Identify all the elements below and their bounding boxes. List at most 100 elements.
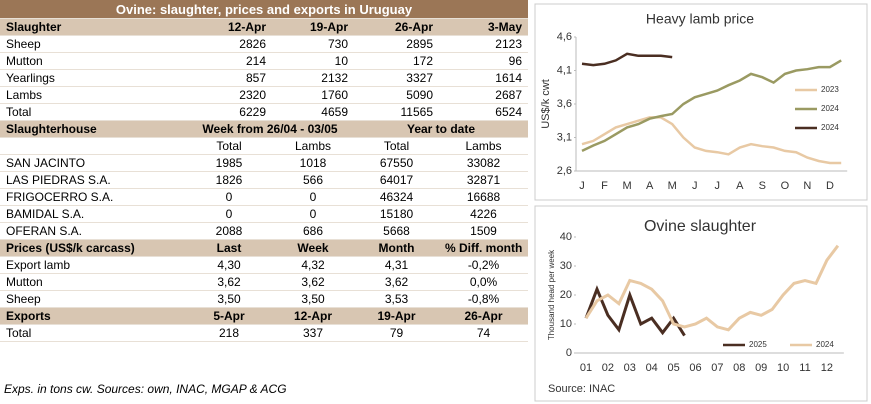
y-tick-label: 0 — [566, 347, 572, 359]
y-tick-label: 3,1 — [557, 131, 572, 143]
cell: 0 — [272, 188, 354, 206]
cell: 857 — [186, 69, 272, 87]
cell: LAS PIEDRAS S.A. — [0, 171, 186, 189]
cell: 3,50 — [272, 290, 354, 308]
cell: 5-Apr — [186, 307, 272, 325]
cell: 566 — [272, 171, 354, 189]
cell: 1985 — [186, 154, 272, 172]
cell: 3,62 — [354, 273, 439, 291]
x-tick-label: 10 — [777, 362, 789, 374]
x-tick-label: O — [781, 180, 790, 192]
series-line — [581, 52, 673, 67]
cell: Mutton — [0, 52, 186, 70]
cell: 67550 — [354, 154, 439, 172]
cell: Yearlings — [0, 69, 186, 87]
data-row: Lambs 2320 1760 5090 2687 — [0, 86, 528, 104]
cell: Week from 26/04 - 03/05 — [186, 120, 354, 138]
cell: 4226 — [439, 205, 528, 223]
cell: 2826 — [186, 35, 272, 53]
data-row: FRIGOCERRO S.A. 0 0 46324 16688 — [0, 188, 528, 206]
cell: 3-May — [439, 18, 528, 36]
section-header: Exports 5-Apr 12-Apr 19-Apr 26-Apr — [0, 307, 528, 325]
cell: 2132 — [272, 69, 354, 87]
x-tick-label: 06 — [689, 362, 701, 374]
data-row: Total 6229 4659 11565 6524 — [0, 103, 528, 121]
cell: 686 — [272, 222, 354, 240]
cell: 5090 — [354, 86, 439, 104]
source-note: Source: INAC — [548, 383, 615, 395]
cell: 730 — [272, 35, 354, 53]
y-axis-label: US$/k cwt — [540, 79, 552, 129]
cell: 4,31 — [354, 256, 439, 274]
cell: Sheep — [0, 290, 186, 308]
cell: Export lamb — [0, 256, 186, 274]
x-tick-label: 09 — [755, 362, 767, 374]
x-tick-label: 12 — [821, 362, 833, 374]
cell: Slaughterhouse — [0, 120, 186, 138]
cell: 0 — [186, 188, 272, 206]
data-table: Ovine: slaughter, prices and exports in … — [0, 0, 528, 342]
data-row: BAMIDAL S.A. 0 0 15180 4226 — [0, 205, 528, 223]
x-tick-label: D — [826, 180, 834, 192]
cell: Lambs — [0, 86, 186, 104]
cell: SAN JACINTO — [0, 154, 186, 172]
data-row: LAS PIEDRAS S.A. 1826 566 64017 32871 — [0, 171, 528, 189]
cell: 1760 — [272, 86, 354, 104]
table-body: Ovine: slaughter, prices and exports in … — [0, 0, 528, 342]
cell: -0,2% — [439, 256, 528, 274]
cell: 6524 — [439, 103, 528, 121]
chart-frame — [534, 3, 868, 201]
data-row: Sheep 3,50 3,50 3,53 -0,8% — [0, 290, 528, 308]
y-tick-label: 4,1 — [557, 64, 572, 76]
title-row: Ovine: slaughter, prices and exports in … — [0, 0, 528, 19]
data-row: Export lamb 4,30 4,32 4,31 -0,2% — [0, 256, 528, 274]
cell: 3,62 — [272, 273, 354, 291]
data-row: Mutton 3,62 3,62 3,62 0,0% — [0, 273, 528, 291]
cell: 6229 — [186, 103, 272, 121]
cell: 1826 — [186, 171, 272, 189]
cell: Lambs — [439, 137, 528, 155]
cell: 214 — [186, 52, 272, 70]
cell: 96 — [439, 52, 528, 70]
y-tick-label: 3,6 — [557, 98, 572, 110]
x-tick-label: 04 — [646, 362, 658, 374]
cell: Total — [0, 103, 186, 121]
y-tick-label: 10 — [560, 318, 572, 330]
cell: 1509 — [439, 222, 528, 240]
cell: 4,30 — [186, 256, 272, 274]
cell: 79 — [354, 324, 439, 342]
x-tick-label: 05 — [667, 362, 679, 374]
cell: 46324 — [354, 188, 439, 206]
chart-title: Heavy lamb price — [646, 11, 754, 27]
cell: 218 — [186, 324, 272, 342]
x-tick-label: 03 — [624, 362, 636, 374]
cell: Slaughter — [0, 18, 186, 36]
x-tick-label: 07 — [711, 362, 723, 374]
cell: 26-Apr — [439, 307, 528, 325]
cell: Year to date — [354, 120, 528, 138]
cell: 3,50 — [186, 290, 272, 308]
section-header: Slaughterhouse Week from 26/04 - 03/05 Yea… — [0, 120, 528, 138]
cell: 4659 — [272, 103, 354, 121]
legend-label: 2024 — [821, 104, 839, 113]
cell: 12-Apr — [186, 18, 272, 36]
cell: Month — [354, 239, 439, 257]
cell: 12-Apr — [272, 307, 354, 325]
cell: Total — [354, 137, 439, 155]
y-axis-label: Thousand head per week — [547, 249, 556, 340]
x-tick-label: F — [601, 180, 608, 192]
cell: -0,8% — [439, 290, 528, 308]
cell: Lambs — [272, 137, 354, 155]
cell: BAMIDAL S.A. — [0, 205, 186, 223]
cell: 1018 — [272, 154, 354, 172]
chart-frame — [534, 205, 868, 402]
x-tick-label: J — [692, 180, 698, 192]
legend-label: 2023 — [821, 85, 839, 94]
x-tick-label: 08 — [733, 362, 745, 374]
cell: 26-Apr — [354, 18, 439, 36]
y-tick-label: 20 — [560, 289, 572, 301]
cell: 0 — [186, 205, 272, 223]
cell: 2687 — [439, 86, 528, 104]
cell: FRIGOCERRO S.A. — [0, 188, 186, 206]
